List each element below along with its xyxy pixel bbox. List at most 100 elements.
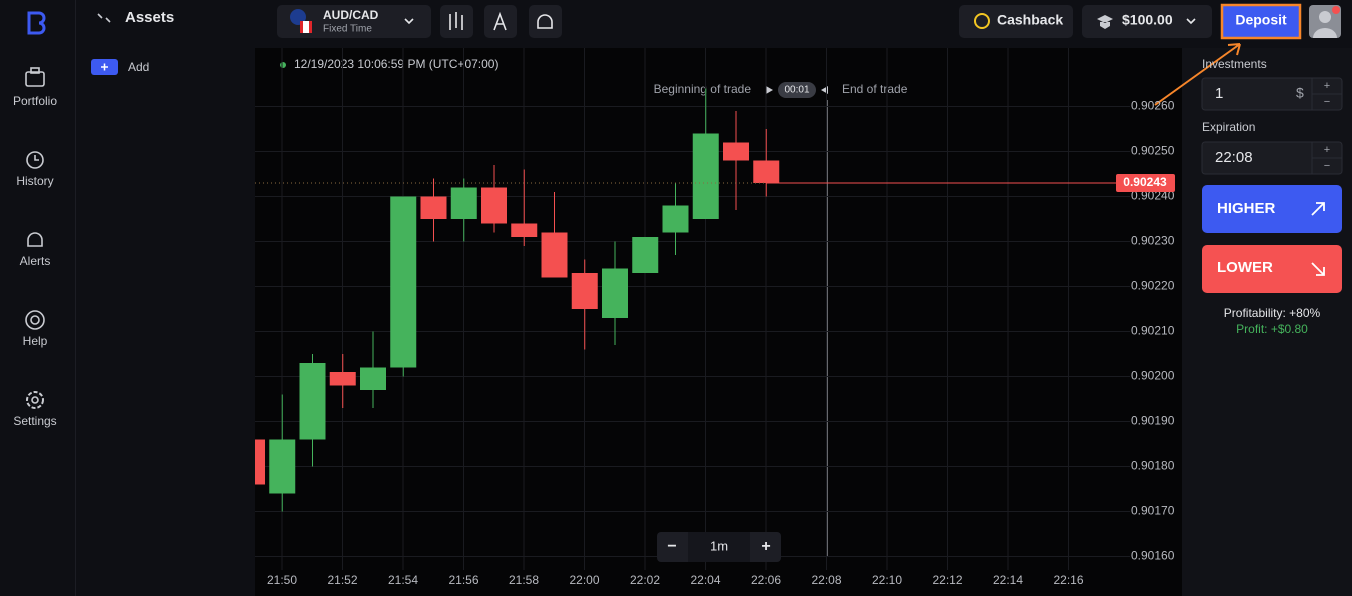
candle-body xyxy=(511,223,538,237)
deposit: Deposit xyxy=(1235,12,1287,28)
x-tick-label: 22:08 xyxy=(811,573,841,587)
candle-body xyxy=(329,372,356,386)
price-badge xyxy=(1116,174,1175,192)
currency: $ xyxy=(1296,85,1304,101)
candle-body xyxy=(753,160,780,183)
balance-button[interactable]: $100.00 xyxy=(1082,5,1212,38)
alert-button[interactable] xyxy=(529,5,562,38)
y-tick-label: 0.90250 xyxy=(1131,144,1175,158)
sidebar-label: History xyxy=(16,174,53,188)
sidebar-label: Alerts xyxy=(20,254,51,268)
candle-body xyxy=(723,142,749,161)
assets-title: Assets xyxy=(125,9,174,26)
amount-plus[interactable]: + xyxy=(1324,80,1330,92)
candle-body xyxy=(390,196,417,368)
sidebar-label: Portfolio xyxy=(13,94,57,108)
x-tick-label: 22:16 xyxy=(1053,573,1083,587)
expiration: 22:08 xyxy=(1215,149,1253,166)
x-tick-label: 22:12 xyxy=(932,573,962,587)
x-tick-label: 22:00 xyxy=(569,573,599,587)
candle-body xyxy=(692,133,719,219)
higher: HIGHER xyxy=(1217,200,1276,217)
deposit-button[interactable]: Deposit xyxy=(1220,3,1302,40)
candle-body xyxy=(571,273,598,309)
candle-body xyxy=(299,363,326,440)
higher-button[interactable]: HIGHER xyxy=(1202,185,1342,233)
countdown-pill xyxy=(778,82,816,98)
price-label: 0.90243 xyxy=(1123,175,1167,189)
x-tick-label: 21:56 xyxy=(448,573,478,587)
timeframe[interactable]: 1m xyxy=(710,538,728,553)
begin-label: Beginning of trade xyxy=(654,82,752,96)
sidebar-alerts[interactable]: Alerts xyxy=(20,232,51,268)
x-tick-label: 22:06 xyxy=(751,573,781,587)
expiration-plus[interactable]: + xyxy=(1324,144,1330,156)
amount-minus[interactable]: − xyxy=(1324,96,1330,108)
y-tick-label: 0.90200 xyxy=(1131,369,1175,383)
x-tick-label: 21:54 xyxy=(388,573,418,587)
y-tick-label: 0.90180 xyxy=(1131,459,1175,473)
logo[interactable] xyxy=(27,11,46,35)
profit: Profit: +$0.80 xyxy=(1236,322,1308,336)
x-tick-label: 21:50 xyxy=(267,573,297,587)
zoom-control: − 1m + xyxy=(657,532,781,562)
cashback-button[interactable]: Cashback xyxy=(959,5,1073,38)
candle-body xyxy=(360,367,386,390)
avatar[interactable] xyxy=(1309,5,1341,38)
candle-body xyxy=(450,187,477,219)
x-tick-label: 22:10 xyxy=(872,573,902,587)
balance: $100.00 xyxy=(1122,12,1173,28)
y-tick-label: 0.90210 xyxy=(1131,324,1175,338)
x-tick-label: 21:58 xyxy=(509,573,539,587)
y-tick-label: 0.90220 xyxy=(1131,279,1175,293)
end-label: End of trade xyxy=(842,82,908,96)
sidebar-settings[interactable]: Settings xyxy=(13,391,57,428)
x-tick-label: 22:02 xyxy=(630,573,660,587)
cashback: Cashback xyxy=(997,12,1063,28)
pair-selector[interactable]: AUD/CAD Fixed Time xyxy=(277,5,431,38)
annotation-arrow xyxy=(1154,43,1241,106)
candle-group xyxy=(255,88,780,512)
timestamp: 12/19/2023 10:06:59 PM (UTC+07:00) xyxy=(294,57,498,71)
y-tick-label: 0.90190 xyxy=(1131,414,1175,428)
zoom-in[interactable]: + xyxy=(761,538,770,555)
add-button[interactable]: Add xyxy=(91,59,149,75)
y-tick-label: 0.90240 xyxy=(1131,189,1175,203)
y-tick-label: 0.90170 xyxy=(1131,504,1175,518)
candle-body xyxy=(255,439,265,485)
candle-body xyxy=(632,237,659,273)
sidebar-label: Settings xyxy=(13,414,56,428)
trade-panel xyxy=(1182,48,1352,596)
investments-label: Investments xyxy=(1202,57,1267,71)
indicators-button[interactable] xyxy=(440,5,473,38)
sidebar-help[interactable]: Help xyxy=(23,310,48,348)
candle-body xyxy=(602,268,628,318)
drawing-button[interactable] xyxy=(484,5,517,38)
x-tick-label: 21:52 xyxy=(327,573,357,587)
sidebar-history[interactable]: History xyxy=(16,151,54,188)
expiration-input[interactable]: 22:08 + − xyxy=(1201,141,1343,175)
live-dot xyxy=(280,62,286,68)
collapse-icon[interactable] xyxy=(97,13,111,23)
pair-mode: Fixed Time xyxy=(323,24,372,35)
y-tick-label: 0.90260 xyxy=(1131,99,1175,113)
candle-body xyxy=(269,439,296,494)
lower-button[interactable]: LOWER xyxy=(1202,245,1342,293)
amount: 1 xyxy=(1215,85,1223,102)
expiration-label: Expiration xyxy=(1202,120,1255,134)
countdown: 00:01 xyxy=(784,85,809,96)
pair: AUD/CAD xyxy=(323,8,379,22)
amount-input[interactable]: 1 $ + − xyxy=(1201,77,1343,111)
add-label: Add xyxy=(128,60,149,74)
y-tick-label: 0.90160 xyxy=(1131,549,1175,563)
x-tick-label: 22:14 xyxy=(993,573,1023,587)
profitability: Profitability: +80% xyxy=(1224,306,1321,320)
lower: LOWER xyxy=(1217,259,1273,276)
zoom-out[interactable]: − xyxy=(667,538,676,555)
sidebar-label: Help xyxy=(23,334,48,348)
expiration-minus[interactable]: − xyxy=(1324,160,1330,172)
candle-body xyxy=(662,205,689,233)
sidebar-portfolio[interactable]: Portfolio xyxy=(13,67,57,108)
candle-body xyxy=(541,232,568,278)
